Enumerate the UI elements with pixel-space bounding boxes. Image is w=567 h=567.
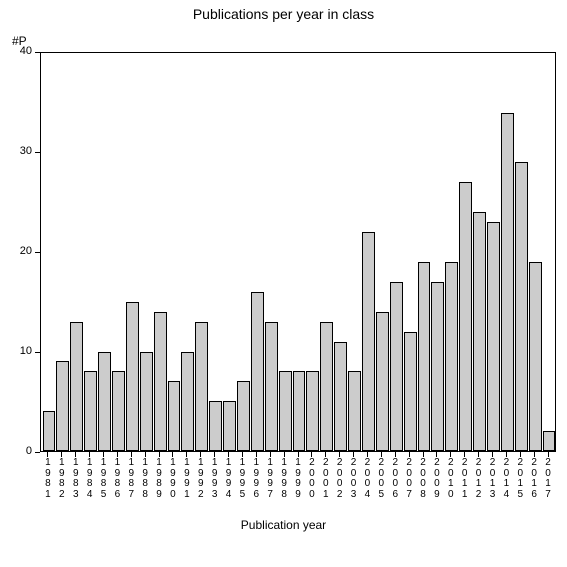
x-tick-label: 1988 bbox=[138, 458, 152, 500]
x-tick-label: 2004 bbox=[361, 458, 375, 500]
x-tick-label: 2003 bbox=[347, 458, 361, 500]
bar bbox=[320, 322, 333, 451]
bar bbox=[43, 411, 56, 451]
chart-title: Publications per year in class bbox=[0, 6, 567, 22]
bar bbox=[418, 262, 431, 451]
y-tick-label: 0 bbox=[12, 445, 32, 457]
x-tick-label: 2016 bbox=[527, 458, 541, 500]
bar bbox=[223, 401, 236, 451]
bar bbox=[306, 371, 319, 451]
x-tick-label: 2000 bbox=[305, 458, 319, 500]
x-tick-label: 2017 bbox=[541, 458, 555, 500]
x-tick-label: 2015 bbox=[513, 458, 527, 500]
bar bbox=[293, 371, 306, 451]
x-tick-label: 1991 bbox=[180, 458, 194, 500]
y-tick bbox=[35, 52, 40, 53]
y-tick bbox=[35, 252, 40, 253]
x-tick-label: 1997 bbox=[263, 458, 277, 500]
x-tick-label: 2009 bbox=[430, 458, 444, 500]
y-tick bbox=[35, 352, 40, 353]
x-tick-label: 2005 bbox=[374, 458, 388, 500]
bar bbox=[390, 282, 403, 451]
y-tick-label: 20 bbox=[12, 245, 32, 257]
bar bbox=[362, 232, 375, 451]
bar bbox=[376, 312, 389, 451]
y-tick bbox=[35, 152, 40, 153]
x-tick-label: 1995 bbox=[235, 458, 249, 500]
x-tick-label: 1986 bbox=[110, 458, 124, 500]
y-tick-label: 40 bbox=[12, 45, 32, 57]
bar bbox=[334, 342, 347, 451]
x-tick-label: 1998 bbox=[277, 458, 291, 500]
bar bbox=[431, 282, 444, 451]
bar bbox=[84, 371, 97, 451]
x-tick-label: 1982 bbox=[55, 458, 69, 500]
x-tick-label: 1999 bbox=[291, 458, 305, 500]
bar bbox=[209, 401, 222, 451]
x-tick-label: 2014 bbox=[499, 458, 513, 500]
bar bbox=[126, 302, 139, 451]
bar bbox=[154, 312, 167, 451]
bar bbox=[445, 262, 458, 451]
bar bbox=[112, 371, 125, 451]
bar bbox=[140, 352, 153, 452]
x-tick-label: 1985 bbox=[97, 458, 111, 500]
x-tick-label: 1992 bbox=[194, 458, 208, 500]
bar bbox=[251, 292, 264, 451]
bar bbox=[459, 182, 472, 451]
x-tick-label: 2011 bbox=[458, 458, 472, 500]
bar bbox=[237, 381, 250, 451]
bar bbox=[404, 332, 417, 451]
bar bbox=[473, 212, 486, 451]
x-tick-label: 2010 bbox=[444, 458, 458, 500]
bar bbox=[543, 431, 556, 451]
x-tick-label: 2002 bbox=[333, 458, 347, 500]
y-tick bbox=[35, 452, 40, 453]
x-tick-label: 1984 bbox=[83, 458, 97, 500]
x-tick-label: 1981 bbox=[41, 458, 55, 500]
x-tick-label: 2001 bbox=[319, 458, 333, 500]
bar bbox=[529, 262, 542, 451]
y-tick-label: 10 bbox=[12, 345, 32, 357]
bar bbox=[168, 381, 181, 451]
x-tick-label: 2006 bbox=[388, 458, 402, 500]
x-tick-label: 1990 bbox=[166, 458, 180, 500]
bar bbox=[501, 113, 514, 451]
bar bbox=[515, 162, 528, 451]
y-tick-label: 30 bbox=[12, 145, 32, 157]
bar bbox=[348, 371, 361, 451]
x-tick-label: 1996 bbox=[249, 458, 263, 500]
plot-area bbox=[40, 52, 556, 452]
bar bbox=[70, 322, 83, 451]
x-tick-label: 1983 bbox=[69, 458, 83, 500]
x-tick-label: 1994 bbox=[222, 458, 236, 500]
bar bbox=[279, 371, 292, 451]
bar bbox=[98, 352, 111, 452]
x-tick-label: 2013 bbox=[486, 458, 500, 500]
bar bbox=[487, 222, 500, 451]
bar bbox=[181, 352, 194, 452]
bar bbox=[195, 322, 208, 451]
x-axis-label: Publication year bbox=[0, 518, 567, 532]
chart-container: Publications per year in class #P Public… bbox=[0, 0, 567, 567]
bar bbox=[56, 361, 69, 451]
x-tick-label: 2008 bbox=[416, 458, 430, 500]
bar bbox=[265, 322, 278, 451]
x-tick-label: 1993 bbox=[208, 458, 222, 500]
x-tick-label: 1987 bbox=[124, 458, 138, 500]
x-tick-label: 1989 bbox=[152, 458, 166, 500]
x-tick-label: 2007 bbox=[402, 458, 416, 500]
x-tick-label: 2012 bbox=[472, 458, 486, 500]
